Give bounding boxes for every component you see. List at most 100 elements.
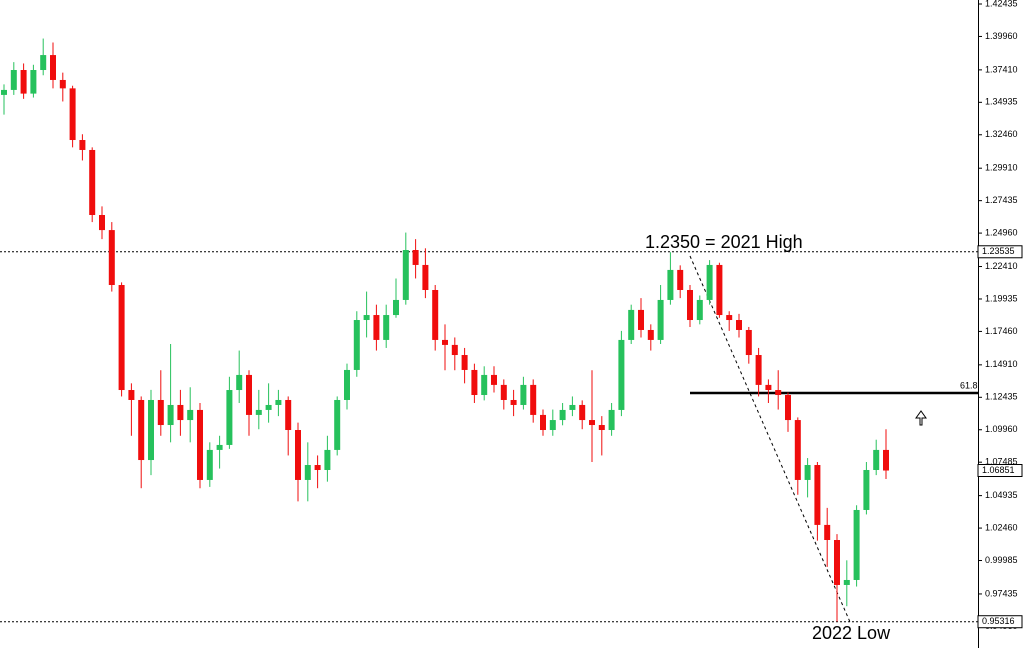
candle-body [706,264,713,300]
candle-body [559,409,566,421]
candle-body [79,140,86,150]
fib-label: 61.8 [960,380,978,390]
candle-body [608,409,615,431]
candle-body [295,430,301,480]
price-label-box [977,245,1023,259]
candle-body [736,320,742,330]
candle-body [30,70,37,94]
y-tick-label: 0.99985 [985,555,1018,565]
candle-body [657,299,664,340]
candle-body [510,399,517,405]
candle-body [530,384,537,415]
candle-body [236,374,243,391]
candle-body [59,79,66,89]
y-tick-label: 1.02460 [985,522,1018,532]
y-tick-label: 1.09960 [985,424,1018,434]
candle-body [275,399,282,405]
candle-body [755,355,762,385]
candle-body [579,404,586,421]
candle-body [40,55,47,71]
y-tick-label: 1.34935 [985,97,1018,107]
candle-body [285,399,292,431]
candle-body [402,250,409,300]
candle-body [167,404,174,426]
candle-body [373,315,380,340]
candle-body [549,420,556,431]
price-label: 1.06851 [982,465,1015,475]
y-tick-label: 1.17460 [985,326,1018,336]
y-tick-label: 1.07485 [985,457,1018,467]
trend-line [689,255,851,623]
candle-body [187,409,194,421]
candle-body [667,269,674,300]
candle-body [304,465,311,480]
candle-body [471,369,478,396]
candle-body [344,369,350,400]
candle-body [138,399,145,461]
annotation: 2022 Low [812,623,891,643]
candle-body [785,395,791,421]
candle-body [500,384,507,400]
candle-body [647,329,654,340]
candle-body [491,374,497,385]
candle-body [794,420,801,480]
candle-body [775,390,782,396]
candle-body [206,449,213,480]
candle-body [461,355,468,370]
candle-body [216,444,223,450]
y-tick-label: 1.14910 [985,359,1018,369]
y-tick-label: 1.29910 [985,163,1018,173]
candle-body [451,344,458,356]
candle-body [255,409,262,415]
y-tick-label: 1.32460 [985,129,1018,139]
candle-body [589,420,595,426]
price-label-box [977,615,1023,629]
candle-body [324,449,331,470]
annotation: 1.2350 = 2021 High [645,232,803,252]
candle-body [363,315,370,321]
candle-body [412,250,419,265]
y-tick-label: 1.24960 [985,227,1018,237]
candle-body [177,404,184,421]
candle-body [726,315,733,321]
candle-body [226,390,233,445]
candle-body [745,329,752,356]
y-tick-label: 1.39960 [985,31,1018,41]
y-tick-label: 1.04935 [985,490,1018,500]
candle-body [422,264,429,290]
candle-body [50,55,56,80]
candle-body [569,404,576,410]
price-label-box [977,464,1023,478]
candle-body [334,399,341,450]
candle-body [383,315,390,340]
candle-body [677,269,684,290]
candle-body [765,384,772,391]
candle-body [618,339,625,410]
candle-body [540,414,546,431]
candle-body [432,289,439,340]
candle-body [824,524,831,540]
y-tick-label: 1.27435 [985,195,1018,205]
candle-body [69,88,76,141]
candle-body [442,339,448,345]
candle-body [157,399,164,426]
candle-body [716,264,723,316]
candle-body [108,230,115,286]
candle-body [628,309,635,340]
candle-body [314,465,321,470]
candle-body [883,449,889,471]
y-tick-label: 0.97435 [985,588,1018,598]
candle-body [598,425,605,431]
candle-body [197,409,203,480]
candle-body [99,215,105,231]
y-tick-label: 1.12435 [985,392,1018,402]
candle-body [696,299,703,321]
arrow-icon [915,410,927,426]
price-label: 0.95316 [982,616,1015,626]
candle-body [853,509,860,580]
candle-body [834,540,840,585]
candle-body [148,399,154,461]
price-label: 1.23535 [982,246,1015,256]
candle-body [393,299,399,316]
